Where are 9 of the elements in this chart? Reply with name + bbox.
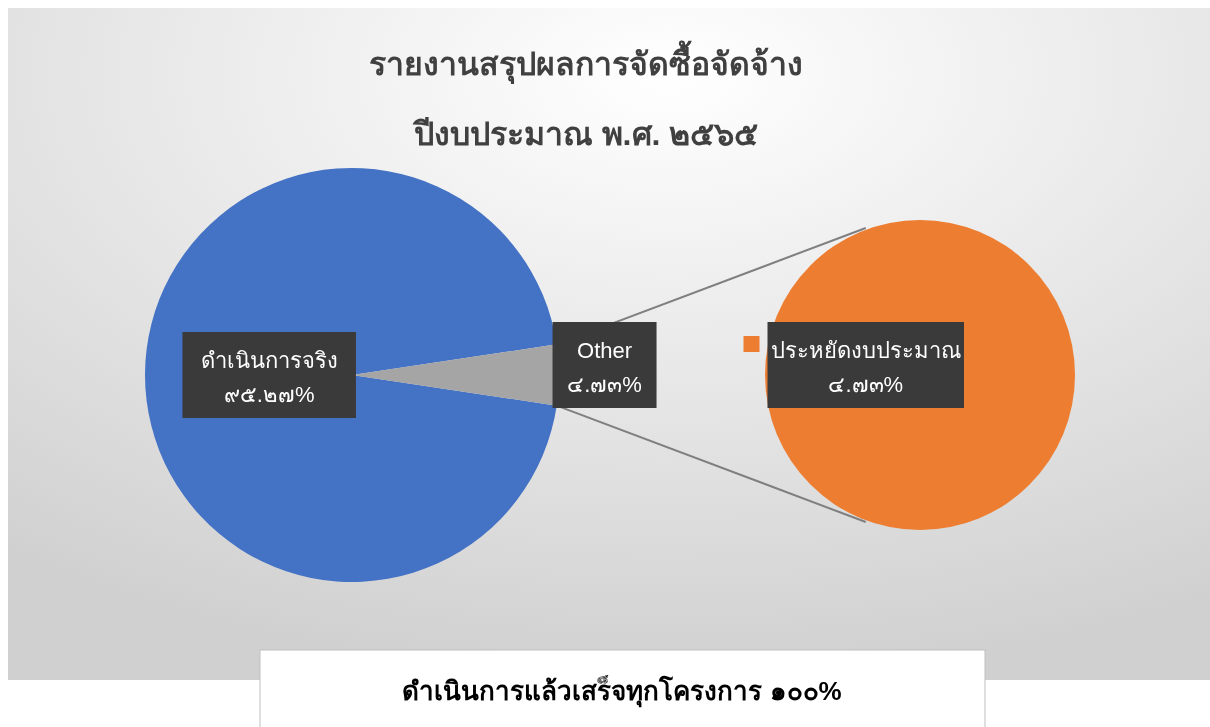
chart-title: รายงานสรุปผลการจัดซื้อจัดจ้าง [369,40,803,85]
data-label: ๔.๗๓% [567,372,642,397]
chart-subtitle: ปีงบประมาณ พ.ศ. ๒๕๖๕ [411,116,759,152]
legend-label: ประหยัดงบประมาณ [770,338,961,363]
data-label: ๙๕.๒๗% [223,382,315,407]
text: ดำเนินการแล้วเสร็จทุกโครงการ ๑๐๐% [402,675,842,708]
slice-label: ดำเนินการจริง [200,348,338,373]
data-label: ๔.๗๓% [828,372,904,397]
slice-label: Other [577,338,633,363]
